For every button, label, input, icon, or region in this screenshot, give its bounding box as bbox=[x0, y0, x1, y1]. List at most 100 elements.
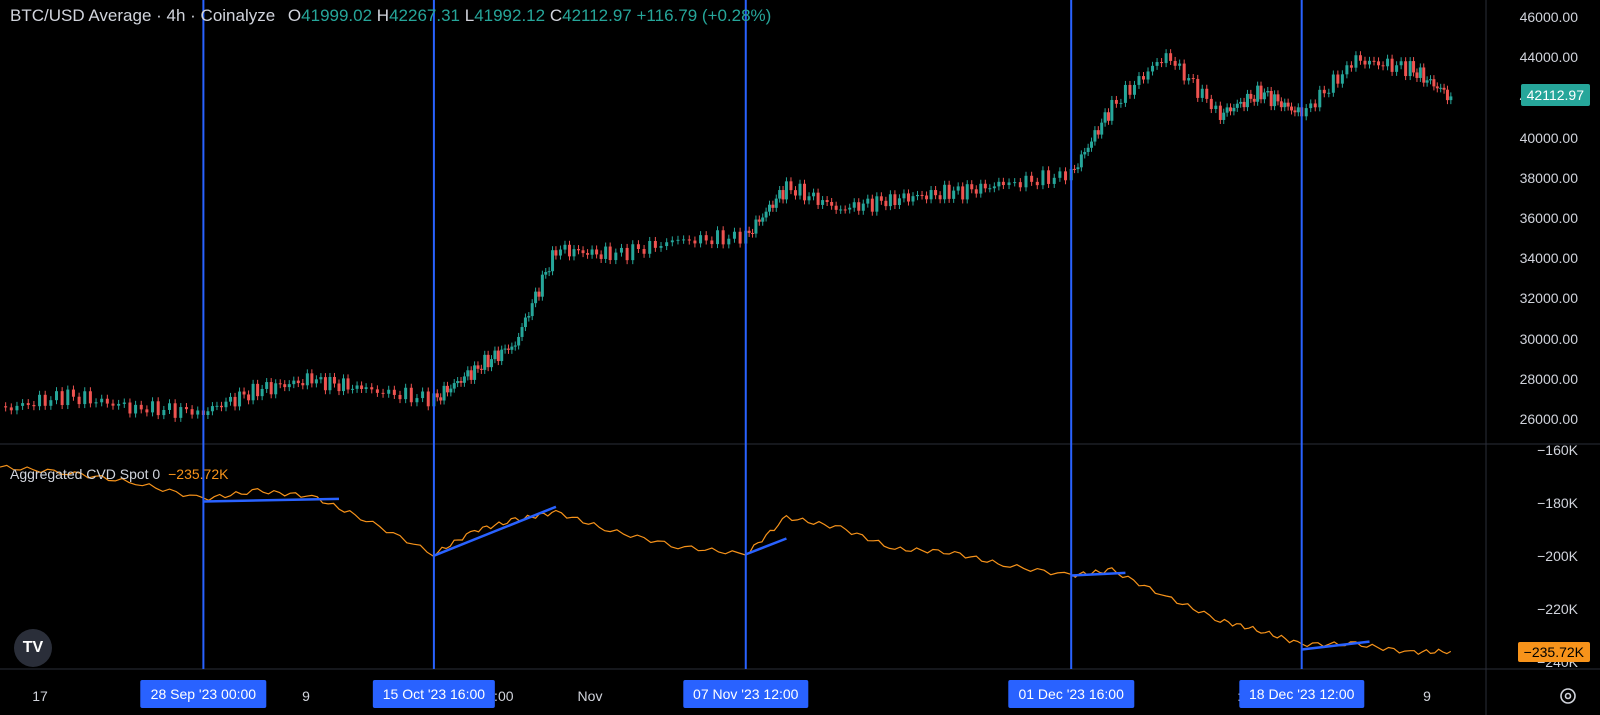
candle-body bbox=[947, 184, 951, 199]
candle-body bbox=[812, 192, 816, 197]
candle-body bbox=[604, 246, 608, 259]
candle-body bbox=[1164, 53, 1168, 64]
candle-body bbox=[798, 183, 802, 196]
candle-body bbox=[1449, 96, 1453, 101]
candle-body bbox=[1283, 102, 1287, 108]
candle-body bbox=[224, 401, 228, 408]
candle-body bbox=[387, 389, 391, 394]
candle-body bbox=[381, 392, 385, 394]
candle-body bbox=[1052, 177, 1056, 184]
marker-date-tag[interactable]: 01 Dec '23 16:00 bbox=[1008, 680, 1134, 708]
candle-body bbox=[1209, 98, 1213, 110]
gear-icon[interactable] bbox=[1558, 686, 1578, 706]
marker-date-tag[interactable]: 15 Oct '23 16:00 bbox=[372, 680, 496, 708]
candle-body bbox=[1173, 60, 1177, 66]
candle-body bbox=[332, 376, 336, 384]
candle-body bbox=[256, 383, 260, 397]
candle-body bbox=[364, 387, 368, 390]
candle-body bbox=[789, 181, 793, 191]
candle-body bbox=[648, 240, 652, 254]
marker-date-tag[interactable]: 07 Nov '23 12:00 bbox=[683, 680, 809, 708]
candle-body bbox=[1083, 151, 1087, 155]
candle-body bbox=[636, 244, 640, 249]
marker-date-tag[interactable]: 28 Sep '23 00:00 bbox=[140, 680, 267, 708]
candle-body bbox=[1064, 171, 1068, 181]
candle-body bbox=[1090, 141, 1094, 148]
candle-body bbox=[167, 403, 171, 410]
candle-body bbox=[1225, 107, 1229, 113]
candle-body bbox=[479, 368, 483, 370]
candle-body bbox=[848, 207, 852, 210]
candle-body bbox=[1245, 93, 1249, 108]
high-value: 42267.31 bbox=[389, 6, 460, 25]
candle-body bbox=[1313, 103, 1317, 108]
candle-body bbox=[1445, 89, 1449, 101]
candle-body bbox=[1279, 101, 1283, 108]
candle-body bbox=[117, 403, 121, 406]
candle-body bbox=[1132, 84, 1136, 95]
candle-body bbox=[314, 379, 318, 384]
symbol-title[interactable]: BTC/USD Average · 4h · Coinalyze bbox=[10, 6, 276, 25]
candle-body bbox=[503, 348, 507, 350]
candle-body bbox=[1047, 170, 1051, 184]
cvd-legend-value: −235.72K bbox=[168, 466, 229, 482]
candle-body bbox=[301, 383, 305, 386]
candle-body bbox=[857, 202, 861, 211]
candle-body bbox=[527, 316, 531, 318]
candle-body bbox=[1340, 74, 1344, 84]
candle-body bbox=[517, 336, 521, 346]
candle-body bbox=[486, 354, 490, 368]
candle-body bbox=[1182, 63, 1186, 81]
candle-body bbox=[1137, 76, 1141, 85]
candle-body bbox=[493, 350, 497, 360]
candle-body bbox=[215, 405, 219, 407]
candle-body bbox=[1214, 105, 1218, 110]
candle-body bbox=[852, 202, 856, 208]
tradingview-logo-icon[interactable]: TV bbox=[14, 629, 52, 667]
candle-body bbox=[1035, 181, 1039, 186]
candle-body bbox=[1169, 53, 1173, 61]
candle-body bbox=[360, 385, 364, 390]
candle-body bbox=[251, 383, 255, 401]
candle-body bbox=[1218, 105, 1222, 120]
candle-body bbox=[1041, 170, 1045, 186]
candle-body bbox=[1276, 94, 1280, 102]
candle-body bbox=[1114, 99, 1118, 104]
candle-body bbox=[825, 200, 829, 202]
candle-body bbox=[1358, 55, 1362, 61]
price-tick-label: 38000.00 bbox=[1519, 169, 1578, 186]
candle-body bbox=[938, 195, 942, 200]
time-tick-label: 9 bbox=[302, 688, 310, 704]
candle-body bbox=[1191, 78, 1195, 80]
divergence-trendline bbox=[433, 505, 557, 557]
candle-body bbox=[219, 405, 223, 408]
candle-body bbox=[943, 184, 947, 200]
candle-body bbox=[1273, 94, 1277, 107]
candle-body bbox=[866, 198, 870, 204]
candle-body bbox=[716, 230, 720, 245]
candle-body bbox=[490, 359, 494, 368]
candle-body bbox=[888, 194, 892, 207]
candle-body bbox=[233, 396, 237, 407]
candle-body bbox=[1119, 102, 1123, 104]
candle-body bbox=[757, 219, 761, 222]
candle-body bbox=[1259, 85, 1263, 100]
candle-body bbox=[1073, 168, 1077, 170]
marker-date-tag[interactable]: 18 Dec '23 12:00 bbox=[1238, 680, 1365, 708]
high-label: H bbox=[376, 6, 390, 25]
price-tick-label: 32000.00 bbox=[1519, 290, 1578, 307]
open-value: 41999.02 bbox=[301, 6, 373, 25]
candle-body bbox=[961, 186, 965, 200]
candle-body bbox=[342, 378, 346, 392]
cvd-name[interactable]: Aggregated CVD Spot 0 bbox=[10, 466, 161, 482]
candle-body bbox=[404, 387, 408, 400]
candle-body bbox=[83, 391, 87, 405]
candle-body bbox=[1425, 80, 1429, 83]
candle-body bbox=[392, 389, 396, 395]
candle-body bbox=[830, 201, 834, 206]
candle-body bbox=[727, 238, 731, 245]
candle-body bbox=[1322, 89, 1326, 94]
candle-body bbox=[184, 407, 188, 410]
candle-body bbox=[122, 402, 126, 404]
